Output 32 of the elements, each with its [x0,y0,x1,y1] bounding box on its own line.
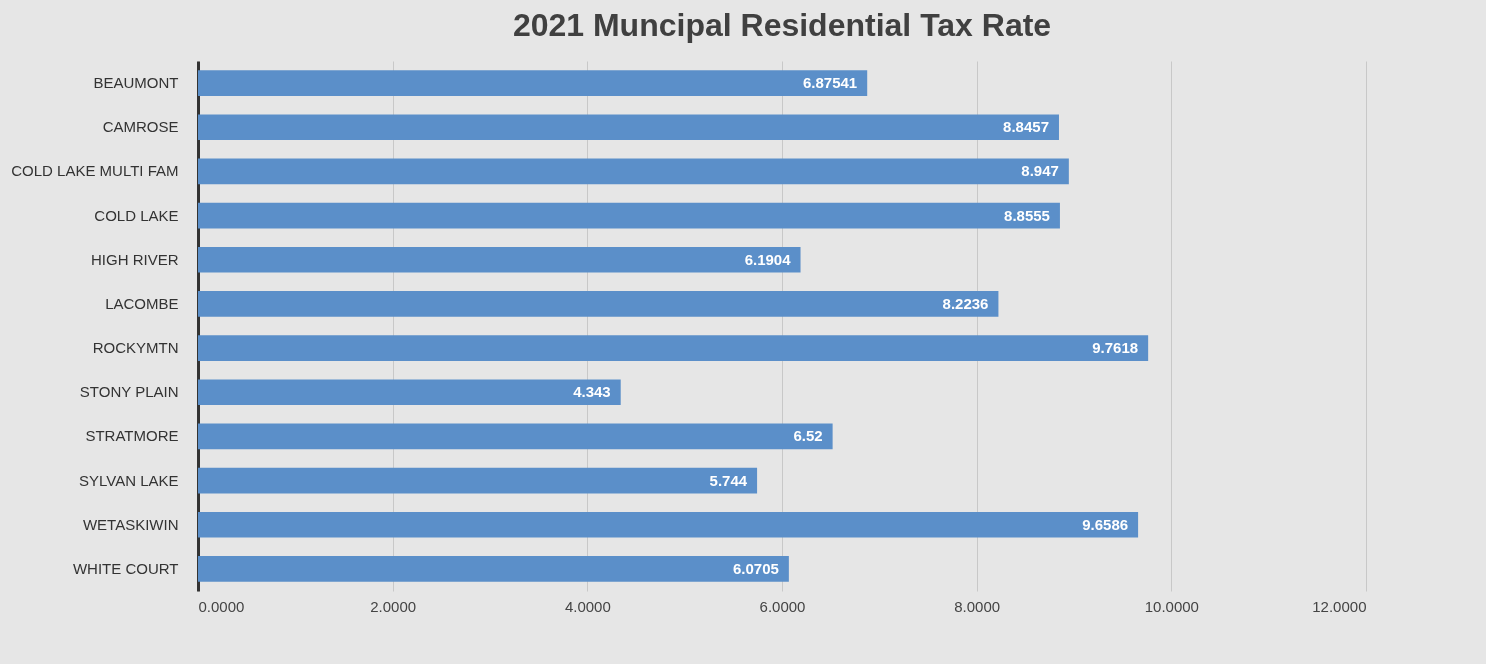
y-tick-label: BEAUMONT [93,74,179,92]
y-tick-label: COLD LAKE [94,206,179,224]
y-tick-label: WHITE COURT [72,559,179,577]
y-tick-label: STRATMORE [85,427,179,445]
data-label: 5.744 [709,471,748,489]
y-tick-label: LACOMBE [105,294,179,312]
data-label: 9.7618 [1092,339,1139,357]
x-tick-label: 8.0000 [954,597,1001,615]
data-label: 8.2236 [942,294,989,312]
data-label: 9.6586 [1082,515,1129,533]
data-label: 8.8457 [1003,118,1049,136]
x-tick-label: 0.0000 [198,597,245,615]
x-tick-label: 4.0000 [564,597,611,615]
data-label: 6.1904 [744,250,792,268]
data-label: 6.0705 [732,559,779,577]
x-tick-label: 12.0000 [1312,597,1367,615]
data-label: 8.947 [1021,162,1059,180]
x-tick-label: 6.0000 [759,597,806,615]
y-tick-label: STONY PLAIN [79,383,179,401]
y-tick-label: HIGH RIVER [90,250,179,268]
y-tick-label: COLD LAKE MULTI FAM [11,162,179,180]
data-label: 4.343 [573,383,611,401]
y-tick-label: SYLVAN LAKE [79,471,179,489]
x-tick-label: 10.0000 [1144,597,1199,615]
data-label: 6.52 [793,427,823,445]
x-tick-label: 2.0000 [370,597,417,615]
chart-title: 2021 Muncipal Residential Tax Rate [512,7,1052,43]
y-tick-label: WETASKIWIN [82,515,179,533]
y-tick-label: CAMROSE [102,118,179,136]
data-label: 6.87541 [802,74,858,92]
y-tick-label: ROCKYMTN [92,339,179,357]
data-label: 8.8555 [1004,206,1050,224]
